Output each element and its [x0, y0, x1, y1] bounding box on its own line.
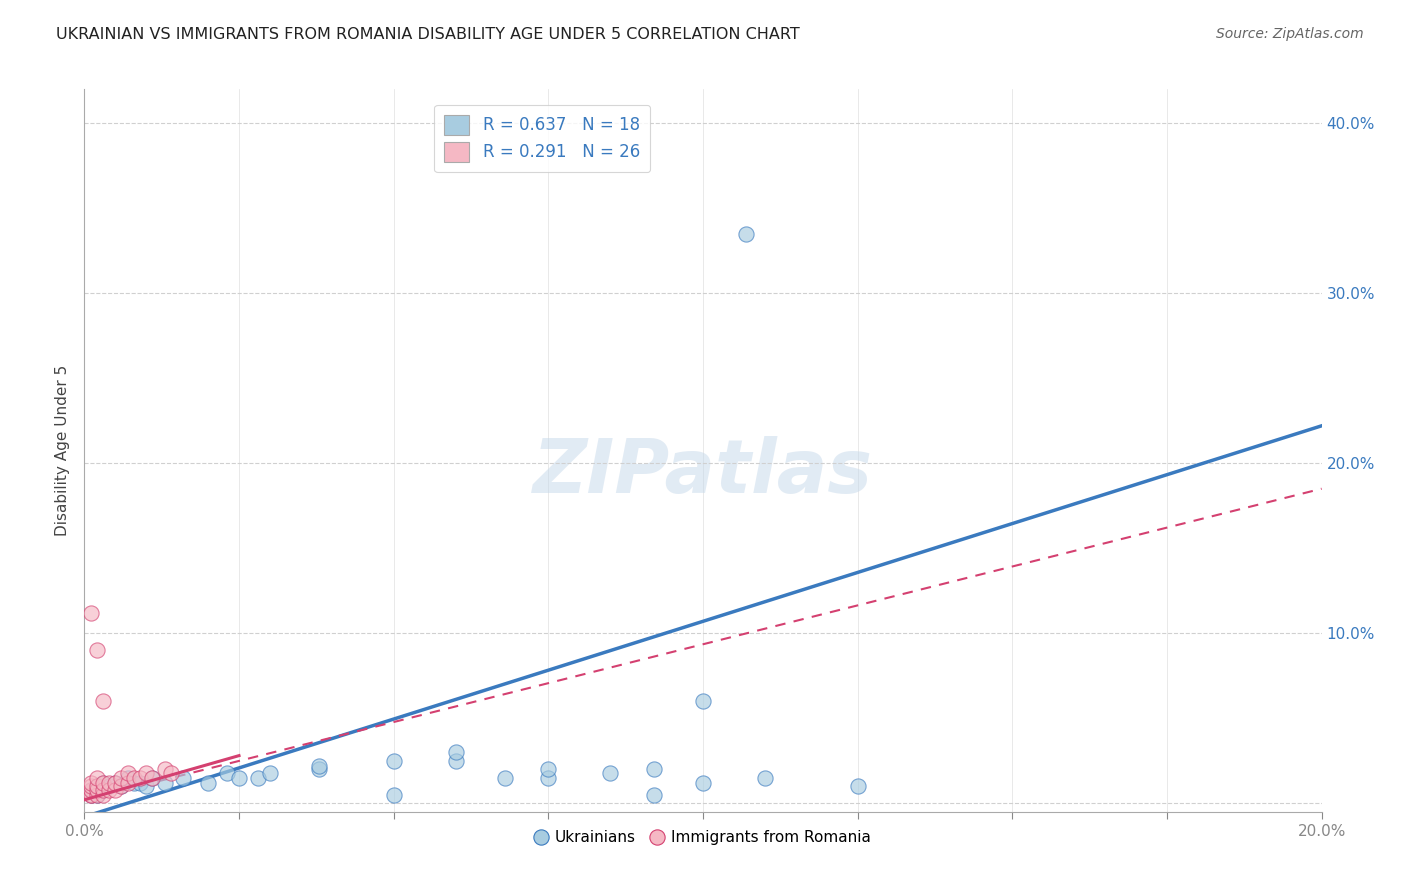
Point	[215, 765, 238, 780]
Point	[86, 643, 108, 657]
Point	[79, 606, 101, 620]
Point	[135, 765, 157, 780]
Point	[129, 776, 152, 790]
Point	[104, 776, 127, 790]
Point	[599, 765, 621, 780]
Point	[735, 227, 758, 241]
Point	[86, 788, 108, 802]
Point	[117, 776, 139, 790]
Point	[228, 771, 250, 785]
Point	[117, 771, 139, 785]
Point	[141, 771, 163, 785]
Point	[91, 694, 114, 708]
Point	[122, 771, 145, 785]
Point	[86, 782, 108, 797]
Point	[692, 694, 714, 708]
Point	[98, 782, 121, 797]
Point	[494, 771, 516, 785]
Point	[537, 762, 560, 776]
Point	[91, 782, 114, 797]
Point	[382, 788, 405, 802]
Point	[643, 788, 665, 802]
Point	[104, 782, 127, 797]
Point	[110, 779, 132, 793]
Point	[117, 765, 139, 780]
Text: UKRAINIAN VS IMMIGRANTS FROM ROMANIA DISABILITY AGE UNDER 5 CORRELATION CHART: UKRAINIAN VS IMMIGRANTS FROM ROMANIA DIS…	[56, 27, 800, 42]
Point	[172, 771, 194, 785]
Point	[79, 779, 101, 793]
Point	[692, 776, 714, 790]
Point	[122, 776, 145, 790]
Point	[141, 771, 163, 785]
Point	[91, 788, 114, 802]
Point	[104, 776, 127, 790]
Point	[308, 759, 330, 773]
Point	[197, 776, 219, 790]
Point	[846, 779, 869, 793]
Point	[110, 779, 132, 793]
Point	[754, 771, 776, 785]
Point	[444, 754, 467, 768]
Point	[86, 788, 108, 802]
Point	[444, 745, 467, 759]
Point	[135, 779, 157, 793]
Point	[79, 788, 101, 802]
Point	[91, 776, 114, 790]
Point	[86, 779, 108, 793]
Point	[259, 765, 281, 780]
Point	[86, 779, 108, 793]
Point	[129, 771, 152, 785]
Point	[643, 762, 665, 776]
Point	[153, 776, 176, 790]
Point	[382, 754, 405, 768]
Point	[79, 788, 101, 802]
Point	[91, 782, 114, 797]
Point	[79, 776, 101, 790]
Text: Source: ZipAtlas.com: Source: ZipAtlas.com	[1216, 27, 1364, 41]
Point	[91, 776, 114, 790]
Point	[86, 771, 108, 785]
Point	[308, 762, 330, 776]
Point	[79, 782, 101, 797]
Point	[98, 776, 121, 790]
Point	[153, 762, 176, 776]
Y-axis label: Disability Age Under 5: Disability Age Under 5	[55, 365, 70, 536]
Point	[98, 779, 121, 793]
Point	[246, 771, 269, 785]
Text: ZIPatlas: ZIPatlas	[533, 435, 873, 508]
Point	[537, 771, 560, 785]
Point	[110, 771, 132, 785]
Point	[79, 782, 101, 797]
Legend: Ukrainians, Immigrants from Romania: Ukrainians, Immigrants from Romania	[529, 824, 877, 851]
Point	[79, 788, 101, 802]
Point	[160, 765, 183, 780]
